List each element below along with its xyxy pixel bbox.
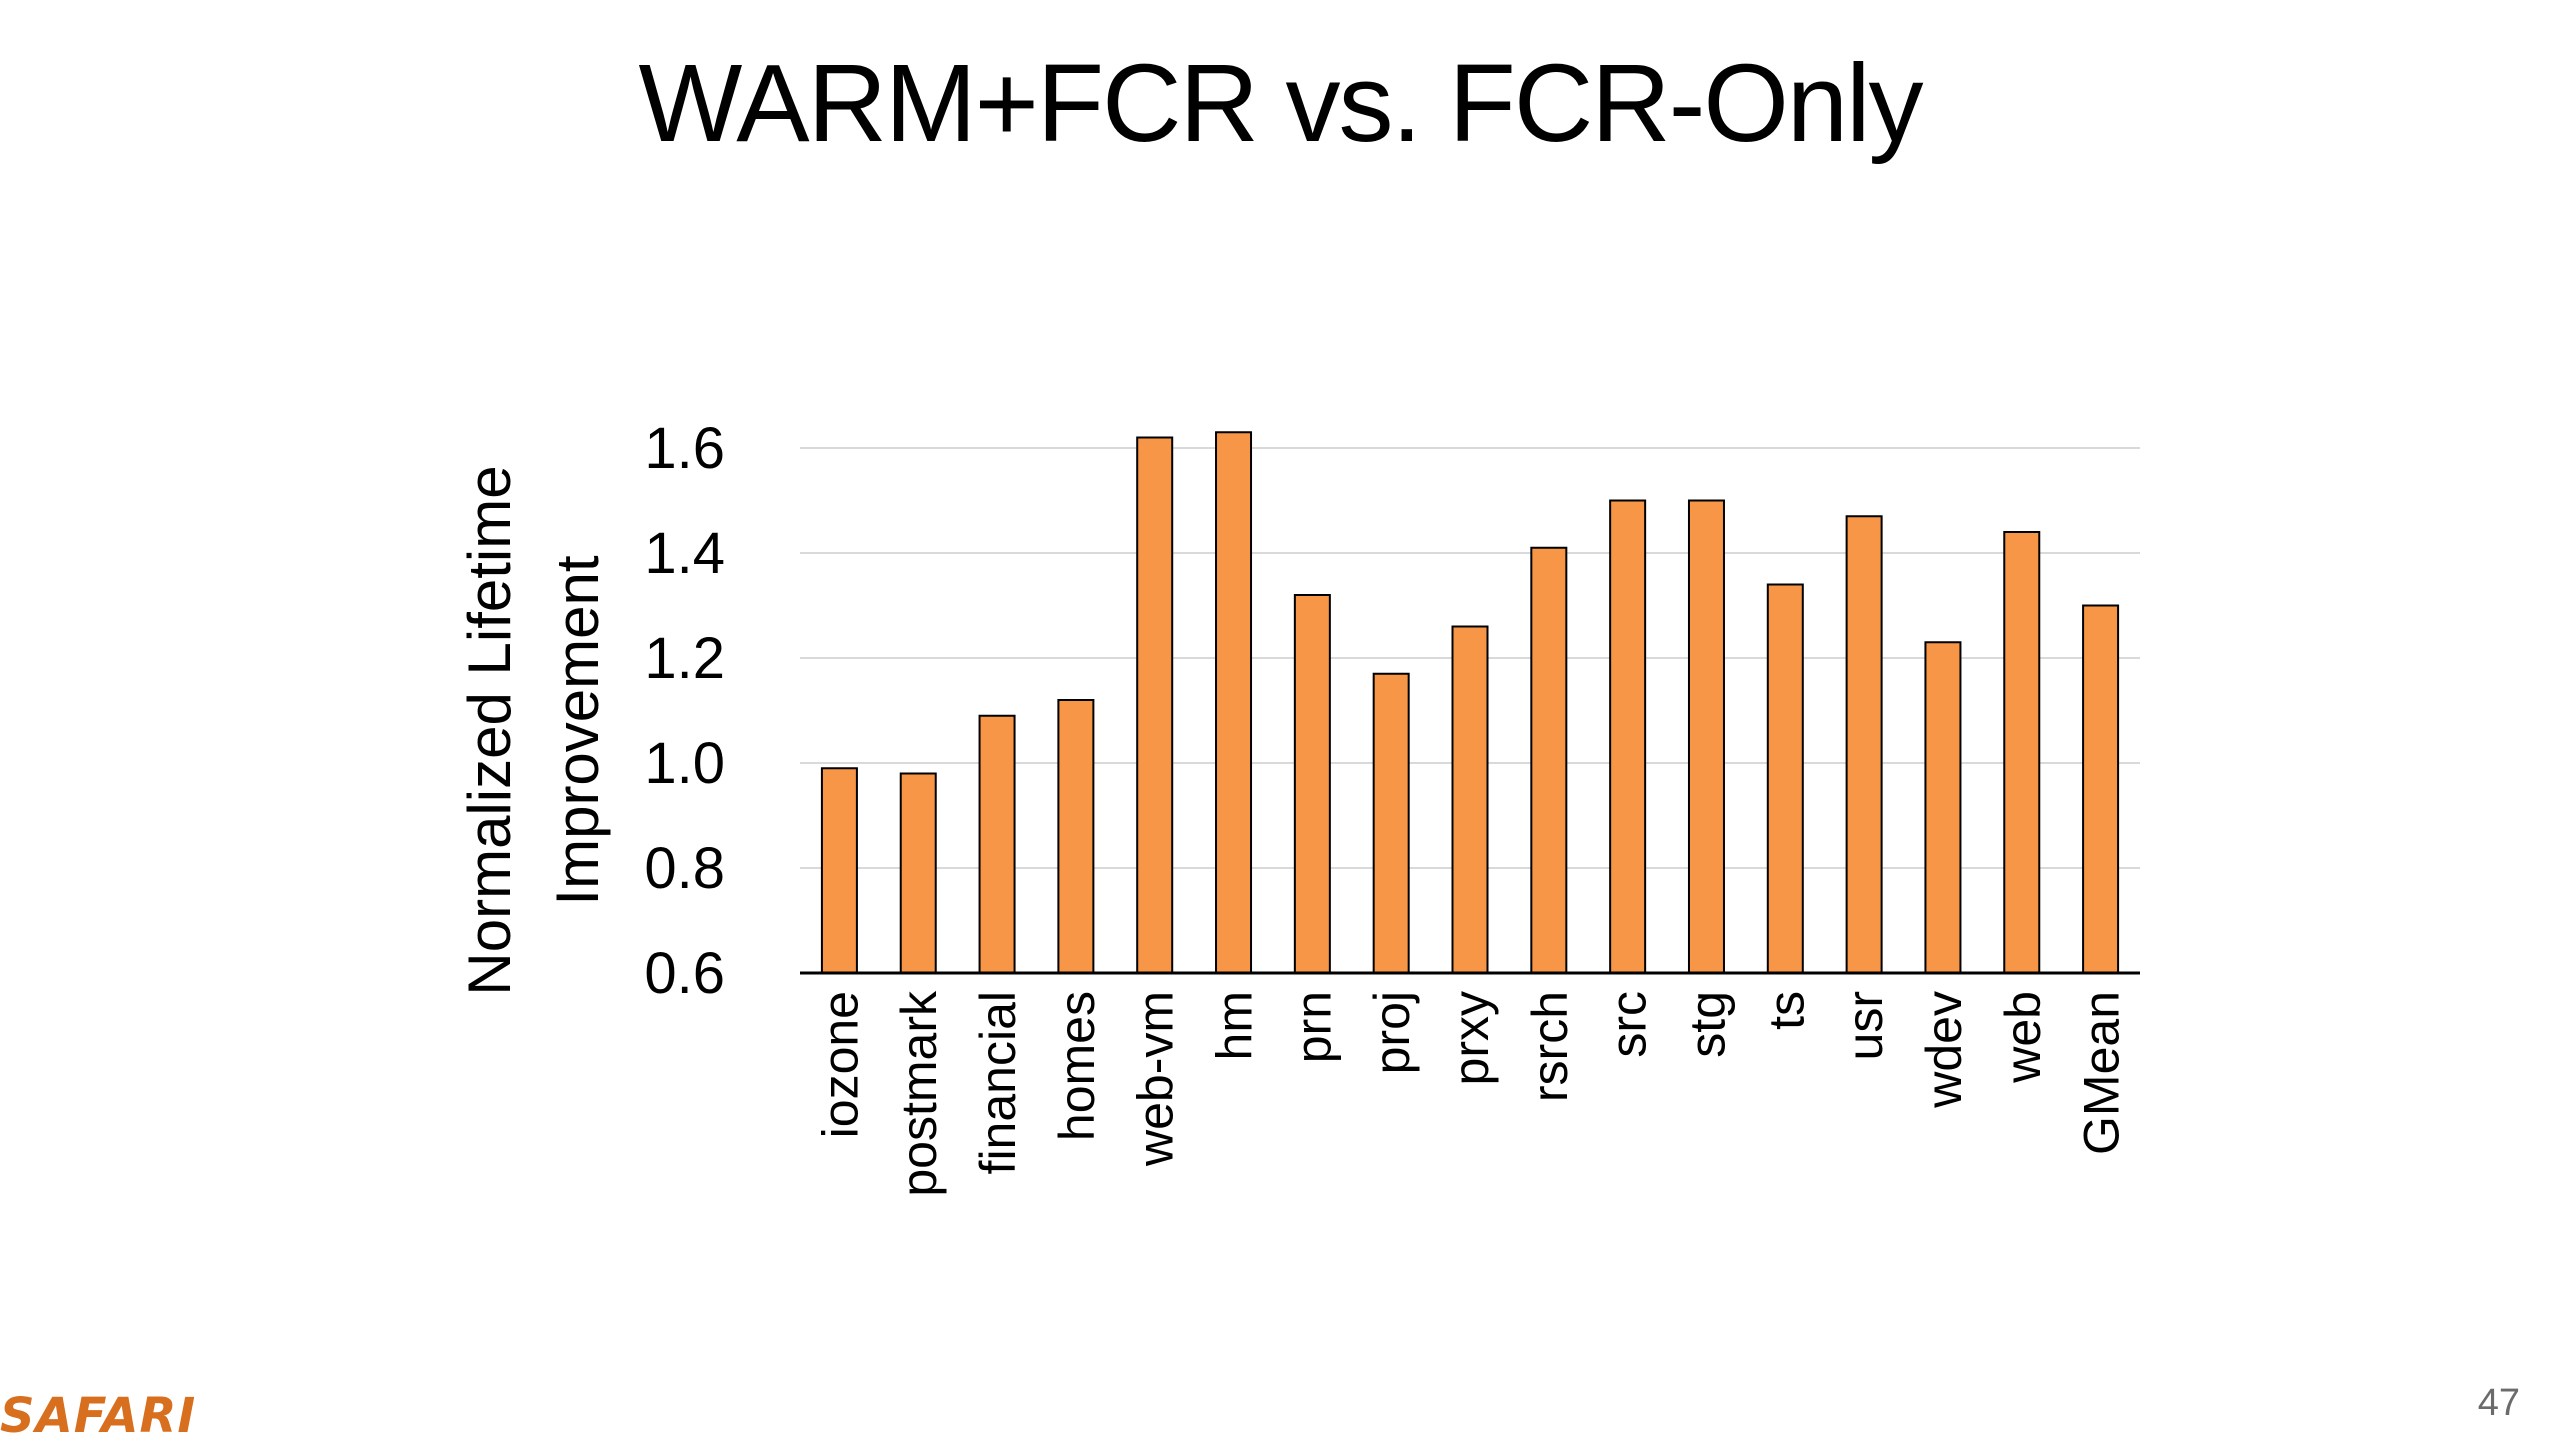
bar bbox=[1372, 672, 1410, 974]
x-tick-labels: iozone postmark financial homes web-vm hm prn p… bbox=[812, 990, 2129, 1197]
bar bbox=[1687, 499, 1725, 974]
y-tick-label: 1.0 bbox=[644, 731, 725, 796]
bar bbox=[1766, 583, 1804, 974]
y-tick-label: 1.4 bbox=[644, 521, 725, 586]
page-number: 47 bbox=[2477, 1382, 2520, 1424]
x-tick-label: homes bbox=[1049, 991, 1105, 1141]
bar bbox=[2003, 531, 2041, 974]
safari-logo: SAFARI bbox=[0, 1388, 197, 1444]
x-tick-label: ts bbox=[1758, 991, 1814, 1030]
bar bbox=[1057, 699, 1095, 974]
y-tick-labels: 0.6 0.8 1.0 1.2 1.4 1.6 bbox=[644, 416, 725, 1006]
y-axis-label-line: Normalized Lifetime bbox=[456, 465, 523, 995]
bar bbox=[1845, 515, 1883, 974]
slide-title: WARM+FCR vs. FCR-Only bbox=[638, 42, 1923, 165]
x-tick-label: hm bbox=[1207, 991, 1263, 1060]
x-tick-label: usr bbox=[1837, 991, 1893, 1060]
x-tick-label: rsrch bbox=[1522, 991, 1578, 1102]
bar bbox=[978, 714, 1016, 974]
bar bbox=[899, 772, 937, 974]
bar bbox=[1530, 546, 1568, 974]
y-tick-label: 0.6 bbox=[644, 941, 725, 1006]
x-tick-label: GMean bbox=[2074, 991, 2130, 1155]
bar bbox=[1924, 641, 1962, 974]
x-tick-label: src bbox=[1601, 991, 1657, 1058]
x-tick-label: prxy bbox=[1443, 991, 1499, 1085]
x-tick-label: web-vm bbox=[1128, 991, 1184, 1167]
bar bbox=[1451, 625, 1489, 974]
bars bbox=[820, 431, 2120, 974]
bar bbox=[2082, 604, 2120, 974]
x-tick-label: financial bbox=[970, 991, 1026, 1174]
bar bbox=[1136, 436, 1174, 974]
x-tick-label: prn bbox=[1285, 991, 1341, 1063]
y-axis-label-line: Improvement bbox=[544, 555, 611, 905]
x-tick-label: web bbox=[1995, 991, 2051, 1084]
bar bbox=[1609, 499, 1647, 974]
x-tick-label: wdev bbox=[1916, 991, 1972, 1109]
y-tick-label: 0.8 bbox=[644, 836, 725, 901]
x-tick-label: proj bbox=[1364, 991, 1420, 1074]
y-tick-label: 1.2 bbox=[644, 626, 725, 691]
bar bbox=[1293, 594, 1331, 974]
x-tick-label: iozone bbox=[812, 991, 868, 1138]
x-tick-label: postmark bbox=[891, 990, 947, 1197]
x-tick-label: stg bbox=[1679, 991, 1735, 1058]
y-tick-label: 1.6 bbox=[644, 416, 725, 481]
y-axis-label: Normalized Lifetime Improvement bbox=[456, 465, 611, 995]
bar bbox=[1215, 431, 1253, 974]
bar bbox=[820, 767, 858, 974]
